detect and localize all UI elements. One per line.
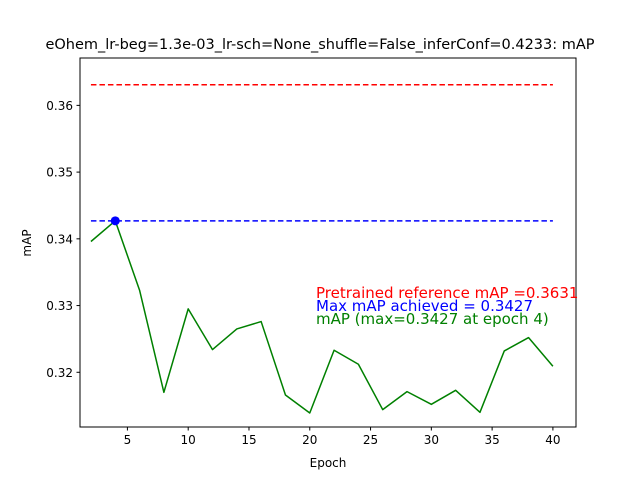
x-tick-label: 20 bbox=[302, 433, 317, 447]
y-tick-label: 0.36 bbox=[46, 99, 73, 113]
y-tick-label: 0.33 bbox=[46, 299, 73, 313]
marker-layer bbox=[110, 216, 120, 226]
y-tick-label: 0.32 bbox=[46, 366, 73, 380]
annotation-series-legend: mAP (max=0.3427 at epoch 4) bbox=[316, 310, 549, 328]
annotation-pretrained-reference: Pretrained reference mAP =0.3631 bbox=[316, 284, 578, 302]
plot-area bbox=[79, 57, 577, 428]
x-tick-label: 35 bbox=[484, 433, 499, 447]
x-axis-ticks: 5 10 15 20 25 30 35 40 bbox=[124, 427, 561, 447]
series-layer bbox=[90, 220, 554, 414]
annotations: Pretrained reference mAP =0.3631 Max mAP… bbox=[316, 284, 578, 328]
x-tick-label: 5 bbox=[124, 433, 132, 447]
max-map-marker bbox=[110, 216, 120, 226]
y-tick-label: 0.34 bbox=[46, 232, 73, 246]
x-tick-label: 30 bbox=[424, 433, 439, 447]
x-tick-label: 25 bbox=[363, 433, 378, 447]
axes-frame bbox=[79, 57, 577, 428]
x-axis-label: Epoch bbox=[310, 456, 347, 470]
map-series-line bbox=[90, 220, 554, 414]
y-axis-label: mAP bbox=[20, 229, 34, 256]
x-tick-label: 10 bbox=[181, 433, 196, 447]
x-tick-label: 40 bbox=[545, 433, 560, 447]
y-axis-ticks: 0.32 0.33 0.34 0.35 0.36 bbox=[46, 99, 80, 380]
x-tick-label: 15 bbox=[241, 433, 256, 447]
chart-title: eOhem_lr-beg=1.3e-03_lr-sch=None_shuffle… bbox=[45, 37, 594, 53]
annotation-max-map: Max mAP achieved = 0.3427 bbox=[316, 297, 533, 315]
reference-lines bbox=[90, 83, 553, 222]
y-tick-label: 0.35 bbox=[46, 166, 73, 180]
